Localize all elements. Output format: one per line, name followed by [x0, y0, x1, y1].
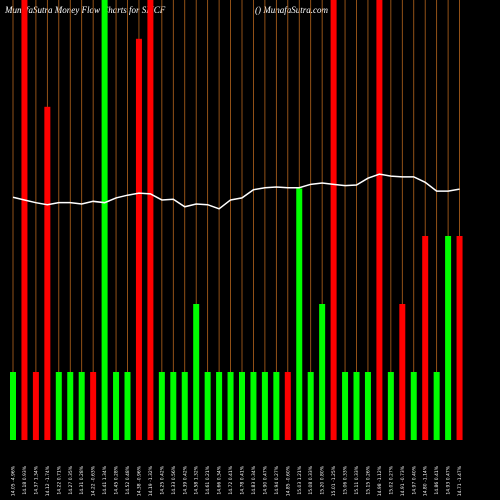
- bar: [21, 0, 28, 440]
- x-tick-label: 14.91 -0.73%: [400, 465, 406, 496]
- bar: [181, 372, 188, 440]
- x-tick-label: 14.45 0.28%: [114, 465, 120, 494]
- x-tick-label: 15.11 0.33%: [354, 465, 360, 494]
- x-tick-label: 14.72 0.41%: [228, 465, 234, 494]
- bar: [296, 188, 303, 440]
- bar: [227, 372, 234, 440]
- bar: [193, 304, 200, 440]
- x-tick-label: 14.38 -0.96%: [136, 465, 142, 496]
- x-tick-label: 14.52 0.48%: [125, 465, 131, 494]
- x-tick-label: 14.33 0.56%: [171, 465, 177, 494]
- bar: [158, 372, 165, 440]
- bar: [422, 236, 429, 440]
- bar: [10, 372, 16, 440]
- x-tick-label: 14.80 -1.14%: [423, 465, 429, 496]
- x-tick-label: 14.71 -1.47%: [457, 465, 463, 496]
- money-flow-line: [12, 173, 460, 210]
- bar: [330, 0, 337, 440]
- chart-title: MunafaSutra Money Flow Charts for SMCF: [4, 5, 166, 15]
- bar: [399, 304, 406, 440]
- x-tick-label: 14.58 1.32%: [194, 465, 200, 494]
- x-tick-label: 14.41 1.34%: [102, 465, 108, 494]
- x-tick-label: 14.31 0.28%: [79, 465, 85, 494]
- bar: [342, 372, 349, 440]
- x-tick-label: 14.12 -1.74%: [45, 465, 51, 496]
- bar: [113, 372, 120, 440]
- x-tick-label: 14.22 0.71%: [56, 465, 62, 494]
- chart-subtitle: () MunafaSutra.com: [255, 5, 328, 15]
- bar: [284, 372, 291, 440]
- x-tick-label: 14.39 0.42%: [182, 465, 188, 494]
- x-tick-label: 14.27 0.35%: [68, 465, 74, 494]
- bar: [250, 372, 257, 440]
- bar: [147, 0, 154, 440]
- x-tick-label: 15.01 -1.25%: [331, 465, 337, 496]
- bar: [376, 0, 383, 440]
- bar: [456, 236, 463, 440]
- x-tick-label: 14.90 0.47%: [262, 465, 268, 494]
- x-tick-label: 14.05 -4.96%: [11, 465, 17, 496]
- bar: [90, 372, 97, 440]
- bar: [387, 372, 394, 440]
- x-tick-label: 15.08 0.33%: [308, 465, 314, 494]
- x-tick-label: 14.19 -1.32%: [148, 465, 154, 496]
- x-tick-label: 14.78 0.41%: [240, 465, 246, 494]
- bar: [135, 38, 142, 441]
- bar: [445, 236, 452, 440]
- bar: [239, 372, 245, 440]
- x-tick-label: 14.85 -0.60%: [285, 465, 291, 496]
- x-tick-label: 14.93 0.47%: [446, 465, 452, 494]
- bar: [353, 372, 360, 440]
- bar: [78, 372, 85, 440]
- x-tick-label: 15.06 0.33%: [343, 465, 349, 494]
- bar: [364, 372, 371, 440]
- bar: [319, 304, 326, 440]
- x-tick-label: 14.86 0.41%: [434, 465, 440, 494]
- x-tick-label: 14.25 0.42%: [159, 465, 165, 494]
- bar: [216, 372, 223, 440]
- x-tick-label: 15.03 1.21%: [297, 465, 303, 494]
- x-tick-label: 14.22 -0.63%: [91, 465, 97, 496]
- bar: [101, 0, 108, 440]
- x-tick-label: 14.37 1.34%: [33, 465, 39, 494]
- x-tick-label: 14.98 -1.12%: [377, 465, 383, 496]
- x-tick-label: 14.18 0.93%: [22, 465, 28, 494]
- x-tick-label: 14.61 0.21%: [205, 465, 211, 494]
- bar: [433, 372, 440, 440]
- bar: [261, 372, 268, 440]
- bar: [124, 372, 131, 440]
- x-tick-label: 14.83 0.34%: [251, 465, 257, 494]
- bar: [410, 372, 417, 440]
- bar: [67, 372, 74, 440]
- bar: [273, 372, 280, 440]
- bar: [204, 372, 211, 440]
- bar: [307, 372, 314, 440]
- bar: [44, 106, 51, 441]
- x-tick-label: 14.94 0.27%: [274, 465, 280, 494]
- x-tick-label: 15.20 0.80%: [320, 465, 326, 494]
- bar: [55, 372, 62, 440]
- x-tick-label: 14.66 0.34%: [217, 465, 223, 494]
- bar: [32, 372, 39, 440]
- x-tick-label: 15.02 0.27%: [388, 465, 394, 494]
- x-tick-label: 15.15 0.26%: [365, 465, 371, 494]
- bar: [170, 372, 177, 440]
- x-tick-label: 14.97 0.40%: [411, 465, 417, 494]
